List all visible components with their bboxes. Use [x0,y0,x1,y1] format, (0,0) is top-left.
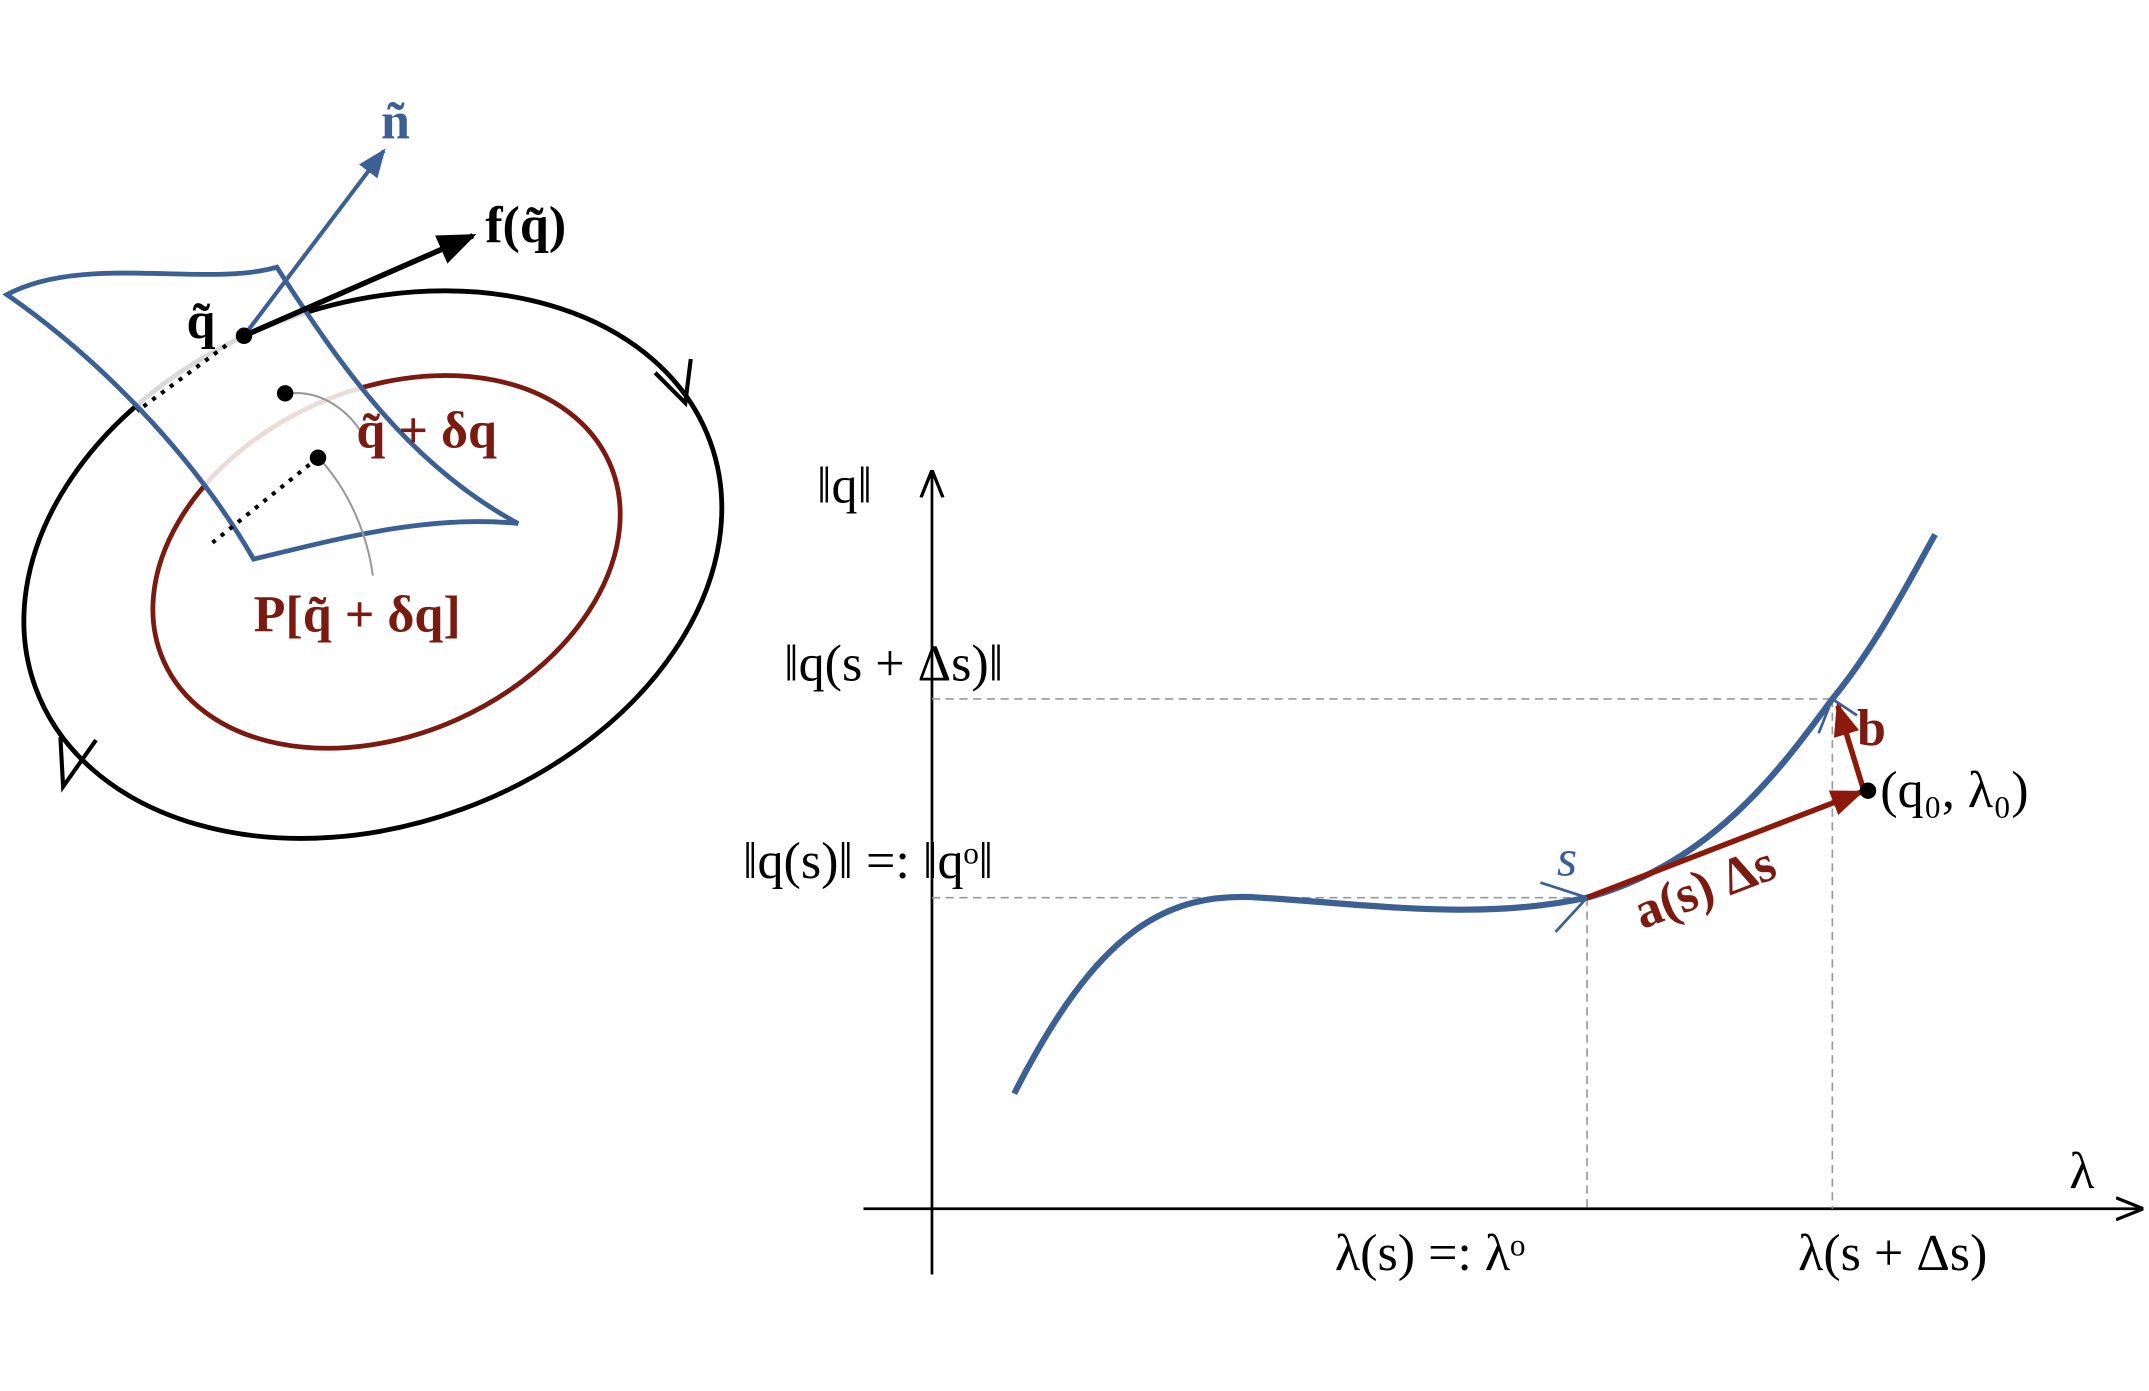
corrector [1833,702,1867,792]
guide-lines [931,698,1834,1209]
point [309,449,327,466]
label: λ(s + Δs) [1798,1225,1987,1282]
section-surface [2,264,520,562]
label: (q₀, λ₀) [1880,762,2028,819]
dotted-orbit [135,343,320,545]
label: ‖q‖ [817,458,872,515]
label: b [1857,700,1886,757]
label: f(q̃) [485,197,566,254]
label: q̃ [186,293,215,350]
point [1859,782,1877,799]
leaders [290,392,374,576]
label: ‖q(s)‖ =: ‖qᵒ‖ [743,833,993,890]
label: ñ [381,93,410,150]
normal-vector [242,148,386,337]
solution-curve [1011,532,1938,1096]
left-diagram: ñ q̃ f(q̃) q̃ + δq P[q̃ + δq] [2,93,725,841]
point [235,327,253,344]
orbit-arrows [58,358,693,793]
label: λ(s) =: λᵒ [1335,1225,1525,1282]
label: λ [2069,1143,2094,1200]
label: q̃ + δq [356,403,497,460]
right-diagram: ‖q‖ λ ‖q(s + Δs)‖ ‖q(s)‖ =: ‖qᵒ‖ λ(s) =:… [743,458,2141,1282]
point [276,385,294,402]
label: ‖q(s + Δs)‖ [784,636,1003,693]
label: P[q̃ + δq] [254,586,461,643]
force-vector [242,233,477,339]
predictor [1586,789,1865,901]
label: s [1557,830,1577,887]
